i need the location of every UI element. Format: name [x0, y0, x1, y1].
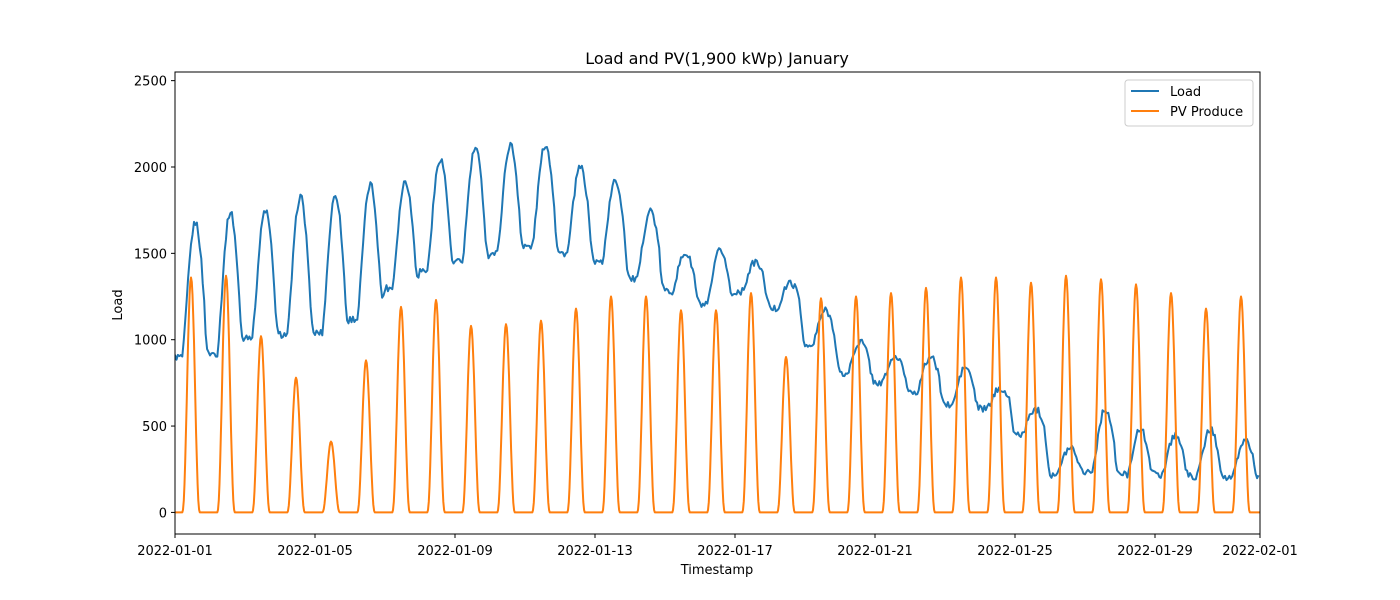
y-axis-title: Load [111, 289, 126, 320]
plot-frame [174, 71, 1261, 535]
legend-label-pv-produce: PV Produce [1170, 105, 1243, 120]
chart-title: Load and PV(1,900 kWp) January [585, 49, 849, 68]
x-tick-label: 2022-01-05 [277, 544, 353, 559]
x-tick-label: 2022-01-21 [837, 544, 913, 559]
legend-label-load: Load [1170, 85, 1201, 100]
x-tick-label: 2022-01-17 [697, 544, 773, 559]
y-tick-label: 500 [142, 420, 167, 435]
y-tick-label: 2000 [134, 161, 167, 176]
axes: 0 500 1000 1500 2000 2500 2022-01-01 2022-01-05… [134, 71, 1298, 559]
y-tick-label: 1000 [134, 334, 167, 349]
x-axis-title: Timestamp [680, 563, 754, 578]
y-tick-label: 0 [159, 506, 167, 521]
y-tick-label: 1500 [134, 247, 167, 262]
x-tick-label: 2022-02-01 [1222, 544, 1298, 559]
plot-area [175, 141, 1260, 514]
x-tick-label: 2022-01-13 [557, 544, 633, 559]
legend: Load PV Produce [1124, 79, 1254, 127]
x-tick-label: 2022-01-01 [137, 544, 213, 559]
x-tick-label: 2022-01-25 [977, 544, 1053, 559]
y-tick-label: 2500 [134, 75, 167, 90]
x-tick-label: 2022-01-29 [1117, 544, 1193, 559]
series-line-load [175, 141, 1260, 482]
x-tick-label: 2022-01-09 [417, 544, 493, 559]
series-line-pv-produce [175, 274, 1260, 514]
